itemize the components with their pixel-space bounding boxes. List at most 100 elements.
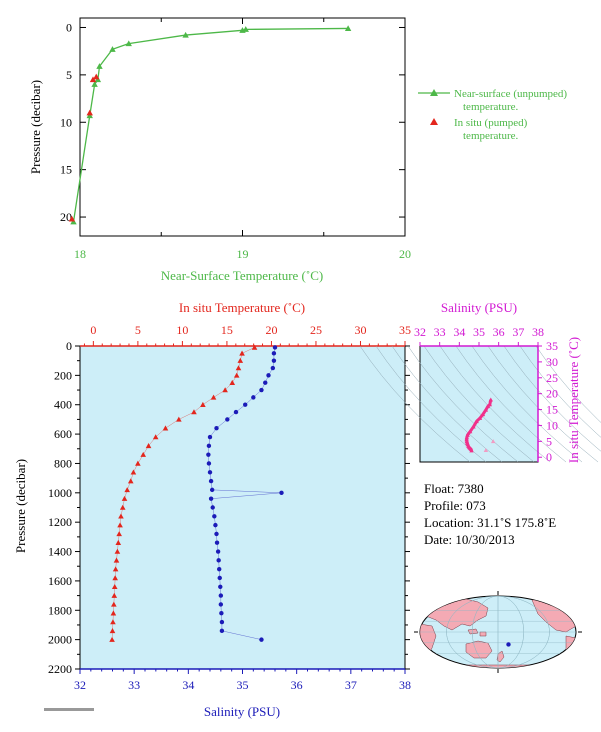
temperature-point: [176, 416, 182, 422]
ts-point: [477, 415, 483, 420]
ts-temperature-tick-label: 10: [546, 418, 558, 432]
salinity-point: [212, 514, 217, 519]
temperature-point: [152, 434, 159, 440]
ts-temperature-tick-label: 30: [546, 355, 558, 369]
profile-panel: 0 5 10 15 20 25 30 35 32 33 34 35 36 37 38 0 200 400 600 80…: [13, 300, 411, 719]
ts-outlier-point: [490, 439, 496, 444]
ts-plot-frame: [419, 345, 539, 463]
ts-point: [469, 448, 474, 453]
near-surface-unpumped-point: [182, 31, 189, 38]
temperature-point: [130, 469, 137, 475]
salinity-point: [208, 478, 214, 484]
salinity-point: [271, 358, 277, 363]
ts-point: [485, 404, 491, 409]
salinity-axis-label: Salinity (PSU): [204, 704, 280, 719]
temperature-point: [109, 636, 115, 642]
near-surface-unpumped-point: [125, 40, 132, 47]
salinity-point: [213, 522, 218, 528]
salinity-point: [210, 505, 215, 510]
salinity-point: [217, 575, 222, 581]
pressure-tick-label: 800: [54, 456, 72, 470]
temperature-point: [200, 401, 206, 407]
near-surface-legend: Near-surface (unpumped) temperature. In …: [418, 88, 567, 142]
ts-salinity-tick-label: 37: [512, 325, 524, 339]
ts-point: [465, 432, 470, 437]
salinity-point: [219, 611, 224, 616]
salinity-tick-label: 36: [291, 678, 303, 692]
ts-xlabel: Salinity (PSU): [441, 300, 517, 315]
ts-temperature-tick-label: 15: [546, 403, 558, 417]
footer-scribble: [44, 708, 94, 711]
near-surface-xtick-label: 20: [399, 247, 411, 261]
near-surface-panel: 18 19 20 0 5 10 15 20 Near-Surface Temperature …: [28, 17, 567, 283]
location-map: [414, 591, 582, 673]
ts-point: [474, 419, 479, 424]
temperature-point: [121, 495, 128, 501]
temperature-point: [140, 451, 147, 457]
ts-density-contour: [535, 345, 601, 423]
salinity-point: [208, 496, 214, 501]
pressure-tick-label: 0: [66, 339, 72, 353]
pressure-tick-label: 2200: [48, 662, 72, 676]
salinity-point: [215, 549, 221, 554]
temperature-point: [135, 460, 141, 466]
temperature-axis-label: In situ Temperature (˚C): [179, 300, 305, 315]
temperature-point: [222, 387, 228, 393]
ts-ylabel: In situ Temperature (˚C): [566, 337, 581, 463]
ts-salinity-tick-label: 36: [493, 325, 505, 339]
salinity-tick-label: 32: [74, 678, 86, 692]
temperature-tick-label: 15: [221, 323, 233, 337]
pressure-tick-label: 2000: [48, 633, 72, 647]
salinity-tick-label: 38: [399, 678, 411, 692]
profile-number: Profile: 073: [424, 498, 486, 513]
pressure-tick-label: 1400: [48, 545, 72, 559]
temperature-point: [115, 539, 122, 545]
temperature-point: [112, 575, 118, 581]
temperature-tick-label: 20: [265, 323, 277, 337]
map-meridian: [446, 596, 550, 668]
salinity-tick-label: 35: [237, 678, 249, 692]
map-meridian: [472, 596, 524, 668]
temperature-point: [111, 583, 118, 590]
salinity-tick-label: 33: [128, 678, 140, 692]
salinity-point: [219, 619, 225, 625]
ts-temperature-tick-label: 20: [546, 387, 558, 401]
temperature-tick-label: 35: [399, 323, 411, 337]
ts-point: [487, 402, 493, 407]
near-surface-ytick-label: 5: [66, 68, 72, 82]
near-surface-unpumped-point: [344, 25, 352, 31]
temperature-point: [118, 513, 124, 519]
ts-point: [464, 437, 469, 442]
salinity-point: [209, 487, 215, 493]
temperature-point: [162, 425, 169, 431]
salinity-point: [214, 540, 220, 545]
temperature-tick-label: 10: [176, 323, 188, 337]
profile-date: Date: 10/30/2013: [424, 532, 515, 547]
temperature-point: [109, 628, 116, 634]
temperature-point: [117, 522, 123, 528]
near-surface-xtick-label: 18: [74, 247, 86, 261]
near-surface-unpumped-point: [96, 63, 103, 69]
salinity-point: [271, 351, 277, 356]
ts-density-contour: [407, 345, 519, 463]
salinity-point: [207, 434, 213, 440]
temperature-point: [210, 394, 217, 400]
salinity-point: [218, 602, 224, 607]
near-surface-xlabel: Near-Surface Temperature (˚C): [161, 268, 323, 283]
temperature-point: [114, 548, 121, 554]
legend-label-pumped: In situ (pumped) temperature.: [454, 117, 530, 142]
profile-ylabel: Pressure (decibar): [13, 459, 28, 553]
salinity-point: [263, 380, 268, 385]
salinity-point: [259, 387, 264, 393]
salinity-point: [251, 395, 256, 400]
salinity-point: [214, 426, 219, 431]
near-surface-ytick-label: 0: [66, 20, 72, 34]
ts-density-contour: [359, 345, 471, 463]
legend-marker-pumped: [430, 118, 438, 125]
ts-outlier-point: [483, 448, 489, 453]
near-surface-plot-frame: [79, 17, 406, 237]
salinity-point: [206, 452, 211, 457]
salinity-point: [279, 490, 284, 496]
salinity-point: [216, 558, 221, 563]
